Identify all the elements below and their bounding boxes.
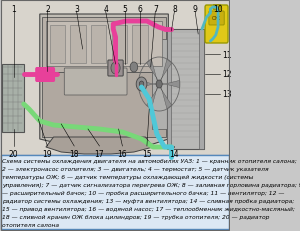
Circle shape bbox=[111, 63, 120, 75]
Text: 14: 14 bbox=[169, 149, 179, 158]
Polygon shape bbox=[40, 15, 168, 149]
FancyBboxPatch shape bbox=[50, 26, 65, 64]
Text: 6: 6 bbox=[138, 4, 142, 13]
Text: 4: 4 bbox=[103, 4, 108, 13]
Text: 1: 1 bbox=[11, 4, 16, 13]
FancyBboxPatch shape bbox=[70, 26, 86, 64]
FancyBboxPatch shape bbox=[46, 22, 162, 67]
FancyBboxPatch shape bbox=[1, 155, 229, 229]
Text: 15 — привод вентилятора; 16 — водяной насос; 17 — теплообменник жидкостно-маслян: 15 — привод вентилятора; 16 — водяной на… bbox=[2, 206, 295, 211]
FancyBboxPatch shape bbox=[35, 68, 55, 83]
Text: отопителя салона: отопителя салона bbox=[2, 222, 59, 227]
Text: 18: 18 bbox=[70, 149, 79, 158]
Polygon shape bbox=[161, 81, 179, 88]
Text: радиатор системы охлаждения; 13 — муфта вентилятора; 14 — сливная пробка радиато: радиатор системы охлаждения; 13 — муфта … bbox=[2, 198, 295, 203]
Text: 10: 10 bbox=[213, 4, 223, 13]
FancyBboxPatch shape bbox=[152, 40, 167, 129]
Text: 2 — электронасос отопителя; 3 — двигатель; 4 — термостат; 5 — датчик указателя: 2 — электронасос отопителя; 3 — двигател… bbox=[2, 166, 269, 171]
Text: 11: 11 bbox=[222, 50, 231, 59]
Text: 13: 13 bbox=[222, 90, 232, 99]
Text: 12: 12 bbox=[222, 70, 231, 79]
Text: 15: 15 bbox=[142, 149, 152, 158]
Text: 9: 9 bbox=[193, 4, 198, 13]
Polygon shape bbox=[147, 87, 159, 109]
Polygon shape bbox=[160, 87, 172, 109]
FancyBboxPatch shape bbox=[64, 69, 127, 96]
Text: 16: 16 bbox=[118, 149, 127, 158]
FancyBboxPatch shape bbox=[167, 30, 171, 149]
Text: 5: 5 bbox=[122, 4, 127, 13]
Polygon shape bbox=[160, 60, 172, 83]
FancyBboxPatch shape bbox=[132, 26, 148, 64]
FancyBboxPatch shape bbox=[199, 30, 203, 149]
Text: 17: 17 bbox=[95, 149, 104, 158]
FancyBboxPatch shape bbox=[91, 26, 106, 64]
Circle shape bbox=[139, 82, 144, 88]
FancyBboxPatch shape bbox=[42, 73, 166, 137]
FancyBboxPatch shape bbox=[205, 6, 228, 44]
Text: Схема системы охлаждения двигателя на автомобилях УАЗ: 1 — кранник отопителя сал: Схема системы охлаждения двигателя на ав… bbox=[2, 158, 297, 163]
Circle shape bbox=[130, 63, 138, 73]
Text: — расширительный бачок; 10 — пробка расширительного бачка; 11 — вентилятор; 12 —: — расширительный бачок; 10 — пробка расш… bbox=[2, 190, 285, 195]
FancyBboxPatch shape bbox=[2, 65, 24, 132]
Text: 19: 19 bbox=[43, 149, 52, 158]
FancyBboxPatch shape bbox=[1, 1, 229, 154]
FancyBboxPatch shape bbox=[209, 12, 224, 26]
FancyBboxPatch shape bbox=[214, 5, 220, 10]
FancyBboxPatch shape bbox=[42, 18, 166, 73]
Text: 2: 2 bbox=[45, 4, 50, 13]
Text: 18 — сливной кранин ОЖ блока цилиндров; 19 — трубка отопителя; 20 — радиатор: 18 — сливной кранин ОЖ блока цилиндров; … bbox=[2, 214, 270, 219]
Text: 20: 20 bbox=[9, 149, 19, 158]
Circle shape bbox=[136, 78, 147, 92]
Polygon shape bbox=[147, 60, 159, 83]
Text: 3: 3 bbox=[74, 4, 79, 13]
Text: ОЖ: ОЖ bbox=[212, 16, 221, 21]
FancyBboxPatch shape bbox=[112, 26, 127, 64]
Text: температуры ОЖ; 6 — датчик температуры охлаждающей жидкости (системы: температуры ОЖ; 6 — датчик температуры о… bbox=[2, 174, 254, 179]
Text: управления); 7 — датчик сигнализатора перегрева ОЖ; 8 — заливная горловина радиа: управления); 7 — датчик сигнализатора пе… bbox=[2, 182, 300, 187]
Text: 8: 8 bbox=[172, 4, 177, 13]
Polygon shape bbox=[46, 137, 153, 154]
FancyBboxPatch shape bbox=[167, 30, 203, 149]
Text: 7: 7 bbox=[153, 4, 158, 13]
Polygon shape bbox=[139, 81, 157, 88]
FancyBboxPatch shape bbox=[108, 61, 123, 77]
Circle shape bbox=[156, 81, 162, 89]
